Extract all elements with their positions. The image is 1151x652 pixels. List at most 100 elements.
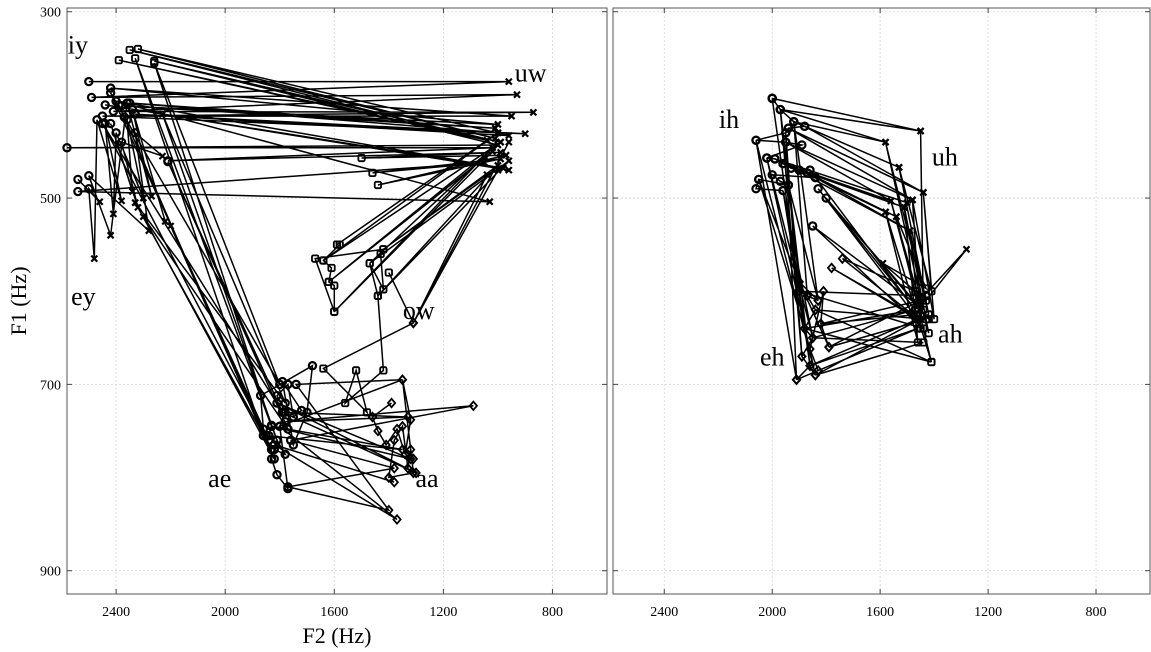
diamond-marker bbox=[815, 318, 826, 330]
circle-marker bbox=[291, 379, 301, 390]
trajectory-ow bbox=[314, 244, 415, 415]
vowel-label-ae: ae bbox=[208, 464, 231, 493]
diamond-marker bbox=[837, 253, 848, 265]
x-marker bbox=[90, 254, 99, 263]
diamond-marker bbox=[389, 434, 400, 446]
circle-marker bbox=[275, 379, 285, 390]
trajectory-ae-aa bbox=[266, 378, 474, 521]
plot-frame bbox=[66, 7, 608, 595]
diamond-marker bbox=[373, 425, 383, 437]
circle-marker bbox=[84, 76, 94, 87]
x-tick-label: 1600 bbox=[866, 605, 894, 620]
circle-marker bbox=[277, 407, 288, 418]
x-tick-label: 2000 bbox=[211, 605, 239, 620]
square-marker bbox=[327, 263, 336, 273]
x-marker bbox=[521, 129, 529, 138]
x-marker bbox=[881, 138, 890, 146]
x-axis-label: F2 (Hz) bbox=[302, 623, 371, 648]
square-marker bbox=[911, 287, 920, 296]
diamond-marker bbox=[794, 276, 804, 288]
circle-marker bbox=[778, 185, 788, 196]
x-marker bbox=[507, 112, 516, 120]
x-marker bbox=[158, 110, 167, 118]
circle-marker bbox=[767, 93, 777, 104]
x-marker bbox=[962, 245, 971, 254]
vowel-label-uw: uw bbox=[515, 59, 547, 88]
x-marker bbox=[505, 157, 513, 165]
x-marker bbox=[496, 138, 505, 146]
x-marker bbox=[95, 198, 104, 206]
circle-marker bbox=[307, 361, 318, 371]
circle-marker bbox=[751, 184, 761, 194]
square-marker bbox=[916, 296, 925, 305]
circle-marker bbox=[789, 116, 799, 127]
circle-marker bbox=[269, 440, 279, 450]
circle-marker bbox=[84, 170, 94, 181]
trajectory-ih-eh bbox=[755, 98, 819, 380]
diamond-marker bbox=[408, 453, 419, 465]
plot-frame bbox=[612, 7, 1151, 595]
x-marker bbox=[161, 217, 169, 226]
diamond-marker bbox=[810, 304, 821, 316]
square-marker bbox=[368, 168, 377, 177]
circle-marker bbox=[261, 430, 271, 441]
x-marker bbox=[139, 212, 148, 221]
circle-marker bbox=[821, 193, 831, 203]
circle-marker bbox=[105, 83, 116, 93]
vowel-label-uh: uh bbox=[932, 142, 958, 171]
square-marker bbox=[921, 296, 931, 305]
circle-marker bbox=[269, 454, 279, 464]
x-marker bbox=[900, 203, 909, 212]
circle-marker bbox=[114, 100, 124, 110]
diamond-marker bbox=[397, 374, 408, 386]
diamond-marker bbox=[403, 462, 413, 474]
x-marker bbox=[887, 197, 895, 205]
x-marker bbox=[513, 90, 521, 99]
circle-marker bbox=[272, 398, 282, 408]
x-marker bbox=[906, 226, 914, 235]
diamond-marker bbox=[810, 369, 821, 381]
square-marker bbox=[384, 268, 393, 277]
vowel-label-eh: eh bbox=[760, 343, 785, 372]
square-marker bbox=[319, 364, 328, 373]
square-marker bbox=[379, 285, 388, 294]
square-marker bbox=[913, 324, 923, 333]
x-tick-label: 2000 bbox=[758, 605, 786, 620]
circle-marker bbox=[285, 435, 296, 445]
x-marker bbox=[491, 124, 499, 132]
square-marker bbox=[373, 291, 383, 300]
circle-marker bbox=[97, 118, 108, 129]
y-axis-label: F1 (Hz) bbox=[6, 266, 31, 335]
x-marker bbox=[480, 158, 489, 167]
x-tick-label: 2400 bbox=[650, 605, 678, 620]
vowel-label-ey: ey bbox=[71, 282, 96, 311]
vowel-label-aa: aa bbox=[415, 464, 439, 493]
circle-marker bbox=[73, 174, 83, 185]
x-marker bbox=[128, 187, 137, 196]
circle-marker bbox=[799, 121, 810, 132]
x-marker bbox=[106, 231, 115, 240]
x-marker bbox=[483, 170, 491, 179]
diamond-marker bbox=[389, 462, 400, 474]
diamond-marker bbox=[384, 471, 394, 484]
x-marker bbox=[919, 188, 928, 197]
circle-marker bbox=[86, 92, 97, 103]
square-marker bbox=[913, 310, 923, 319]
x-marker bbox=[505, 166, 513, 174]
x-marker bbox=[117, 197, 126, 205]
square-marker bbox=[921, 315, 931, 324]
trajectory-eh-ah bbox=[796, 299, 932, 381]
diamond-marker bbox=[826, 262, 837, 274]
circle-marker bbox=[813, 184, 823, 194]
square-marker bbox=[324, 277, 333, 287]
x-marker bbox=[502, 151, 510, 159]
diamond-marker bbox=[389, 476, 400, 488]
diamond-marker bbox=[813, 294, 823, 307]
square-marker bbox=[921, 291, 931, 300]
square-marker bbox=[927, 357, 936, 367]
y-tick-label: 300 bbox=[40, 6, 61, 21]
right-panel: 2400 2000 1600 1200 800 ih uh eh ah bbox=[612, 7, 1151, 620]
trajectory-iy-uw bbox=[66, 48, 534, 203]
diamond-marker bbox=[818, 285, 829, 297]
x-marker bbox=[485, 198, 494, 206]
